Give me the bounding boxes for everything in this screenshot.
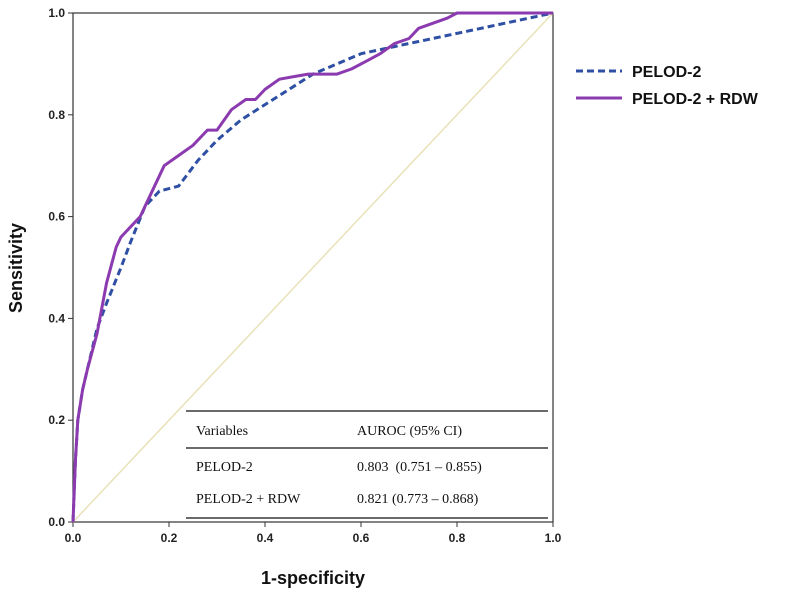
plot-frame (72, 12, 554, 523)
legend: PELOD-2 PELOD-2 + RDW (576, 64, 759, 108)
legend-label-pelod2-rdw: PELOD-2 + RDW (632, 91, 759, 108)
x-tick-label: 1.0 (545, 531, 562, 545)
series-group (71, 11, 554, 523)
y-tick-label: 0.0 (48, 515, 65, 529)
y-tick-label: 1.0 (48, 6, 65, 20)
table-header-variables: Variables (196, 424, 248, 439)
series-line-pelod2-rdw (71, 11, 553, 523)
table-row-2-variable: PELOD-2 + RDW (196, 492, 301, 507)
y-tick-label: 0.4 (48, 311, 65, 325)
x-tick-label: 0.6 (353, 531, 370, 545)
axis-ticks: 0.0 0.2 0.4 0.6 0.8 1.0 0.0 0.2 0.4 0.6 0.8 1.0 (48, 6, 561, 545)
y-tick-label: 0.2 (48, 413, 65, 427)
x-axis-title: 1-specificity (261, 568, 365, 588)
table-row-2-auroc: 0.821 (0.773 – 0.868) (357, 492, 479, 507)
table-header-auroc: AUROC (95% CI) (357, 424, 462, 439)
series-line-reference (72, 12, 554, 523)
x-tick-label: 0.4 (257, 531, 274, 545)
table-row-1-auroc: 0.803 (0.751 – 0.855) (357, 460, 482, 475)
legend-label-pelod2: PELOD-2 (632, 64, 701, 81)
x-tick-label: 0.0 (65, 531, 82, 545)
table-row-1-variable: PELOD-2 (196, 460, 253, 475)
auroc-table: Variables AUROC (95% CI) PELOD-2 0.803 (… (186, 410, 548, 519)
x-tick-label: 0.2 (161, 531, 178, 545)
table-background (186, 411, 548, 519)
y-axis-title: Sensitivity (6, 223, 26, 313)
y-tick-label: 0.8 (48, 108, 65, 122)
y-tick-label: 0.6 (48, 210, 65, 224)
x-tick-label: 0.8 (449, 531, 466, 545)
